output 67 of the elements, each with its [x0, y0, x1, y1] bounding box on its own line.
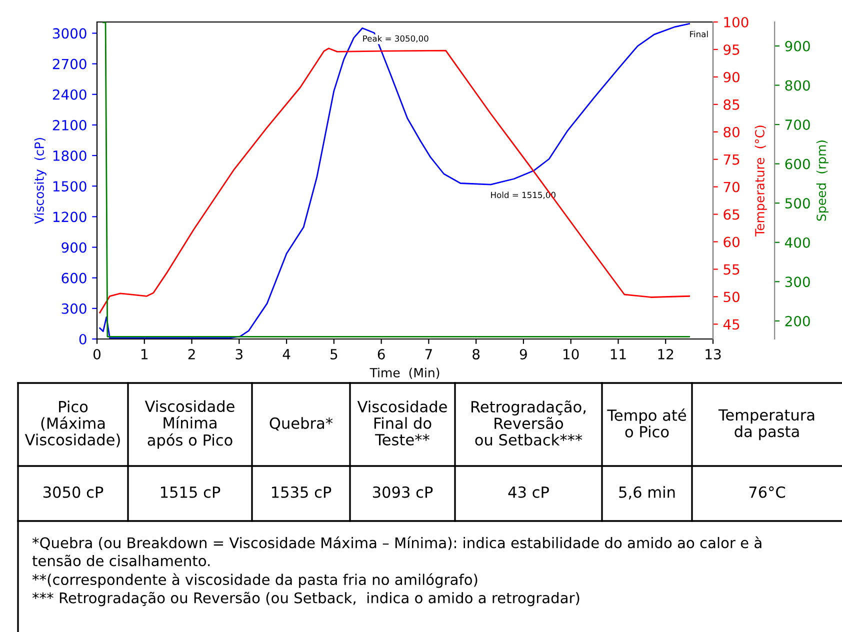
text: 3093 cP [372, 486, 433, 498]
y2-tick-label: 95 [724, 44, 740, 55]
text: 43 cP [508, 486, 549, 498]
text: Temperatura da pasta [718, 409, 814, 440]
y-tick-label: 2400 [52, 89, 86, 100]
y3-tick-label: 600 [785, 158, 810, 170]
y-tick-label: 900 [62, 242, 86, 253]
y-tick-label: 2100 [52, 120, 86, 130]
text: 1535 cP [272, 486, 332, 498]
x-tick-label: 3 [236, 348, 242, 360]
y3-tick-label: 700 [785, 119, 810, 130]
y-tick-label: 1800 [53, 150, 86, 161]
text: Viscosidade Final do Teste** [357, 400, 447, 446]
x-tick-label: 10 [564, 348, 579, 360]
y3-tick-label: 800 [785, 80, 810, 91]
y3-axis-title: Speed (rpm) [816, 140, 828, 221]
text: Tempo até o Pico [607, 408, 686, 438]
y3-tick-label: 900 [785, 40, 810, 52]
y2-axis-title: Temperature (°C) [754, 126, 767, 236]
y3-tick-label: 500 [785, 198, 810, 209]
y2-tick-label: 100 [724, 16, 748, 28]
x-tick-label: 11 [610, 349, 626, 360]
y2-tick-label: 55 [724, 264, 740, 275]
x-tick-label: 6 [378, 348, 385, 360]
y2-tick-label: 70 [724, 182, 740, 192]
y2-tick-label: 65 [724, 209, 740, 220]
x-tick-label: 4 [282, 349, 290, 360]
y3-tick-label: 300 [785, 276, 810, 288]
y-tick-label: 3000 [52, 28, 86, 39]
y2-tick-label: 60 [724, 236, 740, 248]
y-tick-label: 0 [79, 334, 86, 344]
y-tick-label: 600 [62, 272, 86, 284]
line-series [99, 48, 690, 314]
y2-tick-label: 45 [723, 319, 740, 330]
x-tick-label: 9 [520, 348, 527, 360]
text: Viscosidade Mínima após o Pico [144, 400, 234, 449]
text: 5,6 min [619, 486, 675, 500]
x-tick-label: 5 [330, 349, 338, 360]
y2-tick-label: 80 [724, 126, 740, 138]
annotation: Peak = 3050,00 [363, 35, 428, 42]
text: 76°C [749, 486, 786, 498]
y2-tick-label: 85 [724, 99, 740, 110]
text: Pico (Máxima Viscosidade) [24, 400, 120, 448]
y-tick-label: 1200 [53, 212, 86, 222]
y-tick-label: 1500 [53, 181, 86, 192]
x-tick-label: 0 [93, 348, 100, 360]
y3-tick-label: 400 [785, 237, 810, 248]
x-tick-label: 1 [141, 349, 148, 360]
x-tick-label: 8 [472, 348, 480, 360]
y2-tick-label: 50 [724, 292, 740, 302]
y-tick-label: 2700 [52, 58, 86, 70]
annotation: Final [690, 30, 708, 38]
y3-tick-label: 200 [785, 316, 810, 326]
text: Quebra* [270, 417, 333, 431]
text: Retrogradação, Reversão ou Setback*** [472, 400, 586, 446]
x-tick-label: 2 [188, 348, 195, 360]
x-tick-label: 7 [425, 349, 432, 360]
y2-tick-label: 90 [724, 72, 740, 82]
y-tick-label: 300 [62, 303, 86, 314]
text: 3050 cP [43, 486, 104, 498]
x-tick-label: 13 [706, 348, 721, 360]
x-tick-label: 12 [658, 348, 674, 360]
text: *Quebra (ou Breakdown = Viscosidade Máxima – Mínima): indica estabilidade do amido ao calor e à tensão de cisalhamento. **(correspondente à viscosidade da pasta fria no amilógrafo) *** Retrogradação ou Reversão (ou Setback, indica o amido a retrogradar) [32, 536, 762, 606]
text: 1515 cP [161, 486, 220, 498]
y-axis-title: Viscosity (cP) [34, 138, 46, 224]
y2-tick-label: 75 [724, 154, 740, 165]
x-axis-title: Time (Min) [370, 368, 440, 379]
